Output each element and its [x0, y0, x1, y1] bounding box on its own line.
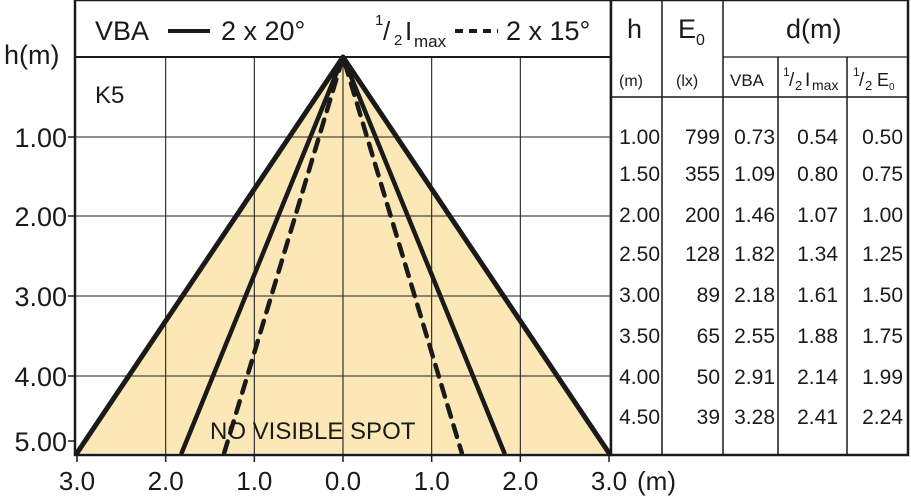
table-cell: 2.24: [862, 406, 903, 429]
y-tick-label: 1.00: [14, 123, 67, 153]
x-tick-label: 0.0: [325, 466, 361, 496]
table-cell: 0.54: [797, 126, 838, 149]
y-axis-title: h(m): [4, 40, 60, 70]
table-cell: 200: [685, 204, 720, 227]
table-col-vba: VBA: [730, 71, 765, 90]
table-cell: 1.00: [619, 126, 660, 149]
table-cell: 39: [697, 406, 720, 429]
table-cell: 2.18: [734, 284, 775, 307]
table-cell: 2.91: [734, 366, 775, 389]
table-col-e0-subscript: 0: [889, 82, 895, 93]
table-cell: 2.14: [797, 366, 838, 389]
x-tick-label: 2.0: [148, 466, 184, 496]
table-cell: 0.80: [797, 163, 838, 186]
x-tick-label: 3.0: [591, 466, 627, 496]
table-cell: 355: [685, 163, 720, 186]
table-col-imax-subscript: max: [812, 77, 838, 93]
table-cell: 1.25: [862, 243, 903, 266]
table-cell: 1.07: [797, 204, 838, 227]
photometric-table: h E 0 d(m) (m) (lx) VBA 1 / 2 I max 1 / …: [609, 0, 910, 457]
table-row: 1.00 799 0.73 0.54 0.50: [619, 126, 903, 149]
table-row: 4.00 50 2.91 2.14 1.99: [619, 366, 903, 389]
table-cell: 2.00: [619, 204, 660, 227]
table-cell: 1.09: [734, 163, 775, 186]
table-col-imax-sup: 1: [783, 65, 790, 79]
y-tick-label: 5.00: [14, 427, 67, 457]
table-cell: 4.50: [619, 406, 660, 429]
table-cell: 3.00: [619, 284, 660, 307]
beam-profile-half-imax: [221, 54, 465, 456]
legend-vba-value: 2 x 20°: [221, 16, 305, 46]
legend-imax-sub: 2: [394, 32, 402, 49]
table-col-imax-sub: 2: [795, 78, 802, 93]
table-header-d: d(m): [786, 14, 842, 44]
table-col-imax-main: I: [805, 70, 810, 91]
y-tick-label: 3.00: [14, 282, 67, 312]
x-axis-unit: (m): [637, 466, 676, 496]
table-cell: 1.00: [862, 204, 903, 227]
table-cell: 1.50: [862, 284, 903, 307]
x-tick-label: 1.0: [236, 466, 272, 496]
table-row: 2.00 200 1.46 1.07 1.00: [619, 204, 903, 227]
table-cell: 50: [697, 366, 720, 389]
y-tick-label: 4.00: [14, 362, 67, 392]
table-col-e0-sup: 1: [853, 65, 860, 79]
table-body: 1.00 799 0.73 0.54 0.50 1.50 355 1.09 0.80 0.75 2.…: [619, 126, 903, 429]
table-cell: 0.50: [862, 126, 903, 149]
table-header-h: h: [627, 14, 642, 44]
table-cell: 799: [685, 126, 720, 149]
table-cell: 128: [685, 243, 720, 266]
table-cell: 0.73: [734, 126, 775, 149]
table-cell: 1.50: [619, 163, 660, 186]
y-tick-label: 2.00: [14, 202, 67, 232]
table-row: 3.50 65 2.55 1.88 1.75: [619, 325, 903, 348]
legend-imax-sup: 1: [375, 12, 383, 29]
x-tick-label: 1.0: [414, 466, 450, 496]
table-cell: 65: [697, 325, 720, 348]
table-row: 1.50 355 1.09 0.80 0.75: [619, 163, 903, 186]
table-row: 3.00 89 2.18 1.61 1.50: [619, 284, 903, 307]
table-header-e0: E: [678, 14, 696, 44]
table-row: 2.50 128 1.82 1.34 1.25: [619, 243, 903, 266]
table-cell: 1.75: [862, 325, 903, 348]
table-cell: 2.50: [619, 243, 660, 266]
table-unit-h: (m): [619, 73, 643, 90]
legend-imax-slash: /: [383, 16, 391, 46]
table-cell: 0.75: [862, 163, 903, 186]
legend: VBA 2 x 20° 1 / 2 I max 2 x 15°: [75, 12, 611, 58]
table-unit-e0: (lx): [676, 73, 698, 90]
table-cell: 1.82: [734, 243, 775, 266]
no-visible-spot-label: NO VISIBLE SPOT: [210, 418, 416, 445]
table-cell: 1.46: [734, 204, 775, 227]
table-col-e0-sub: 2: [865, 78, 872, 93]
legend-imax-value: 2 x 15°: [506, 16, 590, 46]
table-cell: 1.34: [797, 243, 838, 266]
table-col-e0-slash: /: [859, 70, 865, 91]
table-col-e0-main: E: [877, 70, 889, 90]
table-cell: 1.99: [862, 366, 903, 389]
lamp-code-label: K5: [95, 82, 124, 109]
table-cell: 1.61: [797, 284, 838, 307]
table-cell: 3.28: [734, 406, 775, 429]
table-cell: 2.55: [734, 325, 775, 348]
table-cell: 1.88: [797, 325, 838, 348]
y-axis-ticks: 1.00 2.00 3.00 4.00 5.00: [14, 123, 75, 457]
table-frame: [609, 0, 910, 457]
table-col-imax-slash: /: [789, 70, 795, 91]
table-cell: 89: [697, 284, 720, 307]
legend-imax-subscript: max: [414, 32, 447, 51]
legend-vba-label: VBA: [95, 16, 149, 46]
x-tick-label: 2.0: [502, 466, 538, 496]
table-cell: 2.41: [797, 406, 838, 429]
table-header-e0-sub: 0: [696, 32, 705, 49]
grid-lines: [75, 57, 611, 455]
legend-imax-main: I: [405, 16, 412, 46]
table-cell: 4.00: [619, 366, 660, 389]
table-cell: 3.50: [619, 325, 660, 348]
x-tick-label: 3.0: [59, 466, 95, 496]
table-row: 4.50 39 3.28 2.41 2.24: [619, 406, 903, 429]
x-axis-ticks: 3.0 2.0 1.0 0.0 1.0 2.0 3.0: [59, 455, 627, 496]
